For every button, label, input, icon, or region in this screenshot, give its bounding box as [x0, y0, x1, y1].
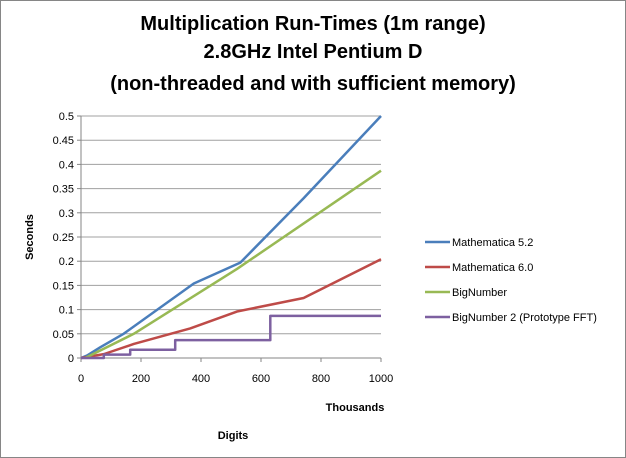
y-tick-label: 0.15 [53, 280, 74, 292]
y-axis-label: Seconds [24, 214, 36, 260]
chart-title-line-1: Multiplication Run-Times (1m range) [140, 13, 486, 35]
legend-label-1: Mathematica 6.0 [452, 262, 533, 274]
y-tick-label: 0.5 [59, 111, 74, 123]
legend-label-2: BigNumber [452, 287, 507, 299]
x-tick-label: 1000 [369, 373, 393, 385]
series-line-0 [80, 115, 382, 360]
x-axis-unit-label: Thousands [326, 402, 385, 414]
y-tick-label: 0.1 [59, 305, 74, 317]
series-line-3 [81, 314, 381, 360]
x-tick-label: 0 [78, 373, 84, 385]
chart-title-line-2: 2.8GHz Intel Pentium D [203, 41, 423, 63]
x-tick-label: 200 [132, 373, 150, 385]
x-tick-label: 800 [312, 373, 330, 385]
y-tick-label: 0.2 [59, 256, 74, 268]
y-tick-label: 0.25 [53, 232, 74, 244]
x-axis-label: Digits [218, 430, 249, 442]
legend-label-0: Mathematica 5.2 [452, 237, 533, 249]
series-line-2 [84, 169, 382, 360]
y-tick-label: 0.4 [59, 159, 74, 171]
legend-label-3: BigNumber 2 (Prototype FFT) [452, 312, 597, 324]
x-tick-label: 400 [192, 373, 210, 385]
y-tick-label: 0.35 [53, 184, 74, 196]
y-tick-label: 0.05 [53, 329, 74, 341]
chart-title-line-3: (non-threaded and with sufficient memory… [110, 73, 516, 95]
y-tick-label: 0.3 [59, 208, 74, 220]
y-tick-label: 0.45 [53, 135, 74, 147]
y-tick-label: 0 [68, 353, 74, 365]
x-tick-label: 600 [252, 373, 270, 385]
